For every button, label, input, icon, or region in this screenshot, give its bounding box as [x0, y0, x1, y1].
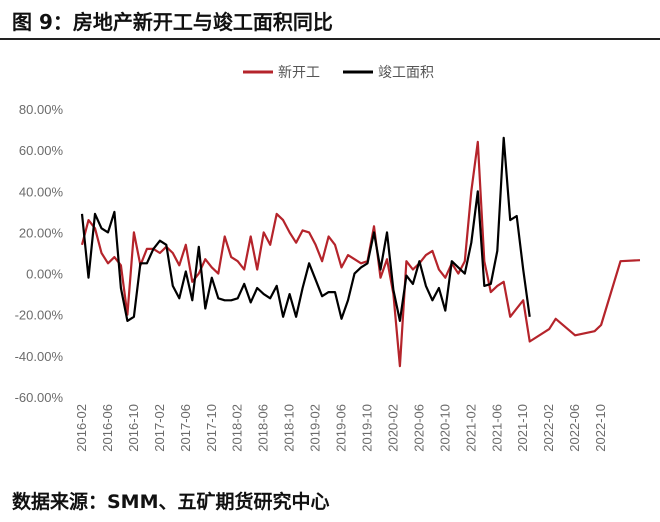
x-tick-label: 2022-06	[567, 404, 582, 452]
line-chart: 新开工 竣工面积 80.00% 60.00% 40.00% 20.00% 0.00% -20…	[15, 65, 641, 452]
plot-area	[80, 136, 641, 368]
x-tick-label: 2019-06	[334, 404, 349, 452]
x-tick-label: 2020-06	[411, 404, 426, 452]
x-tick-label: 2020-02	[385, 404, 400, 452]
y-tick-label: 80.00%	[19, 102, 64, 117]
figure-title: 图 9：房地产新开工与竣工面积同比	[12, 10, 333, 34]
x-tick-label: 2022-10	[593, 404, 608, 452]
x-tick-label: 2021-06	[489, 404, 504, 452]
x-axis: 2016-02 2016-06 2016-10 2017-02 2017-06 2017-…	[74, 404, 608, 452]
x-tick-label: 2016-06	[100, 404, 115, 452]
y-tick-label: 0.00%	[26, 267, 63, 282]
x-tick-label: 2021-10	[515, 404, 530, 452]
x-tick-label: 2019-10	[359, 404, 374, 452]
x-tick-label: 2016-02	[74, 404, 89, 452]
x-tick-label: 2022-02	[541, 404, 556, 452]
legend: 新开工 竣工面积	[243, 65, 434, 81]
series-line	[80, 140, 641, 368]
y-tick-label: 40.00%	[19, 184, 64, 199]
x-tick-label: 2021-02	[463, 404, 478, 452]
x-tick-label: 2020-10	[437, 404, 452, 452]
y-axis: 80.00% 60.00% 40.00% 20.00% 0.00% -20.00% -40.…	[15, 102, 64, 405]
y-tick-label: 60.00%	[19, 143, 64, 158]
x-tick-label: 2018-02	[230, 404, 245, 452]
source-note: 数据来源：SMM、五矿期货研究中心	[12, 491, 330, 513]
legend-label: 新开工	[278, 65, 320, 81]
y-tick-label: -40.00%	[15, 349, 64, 364]
x-tick-label: 2018-10	[282, 404, 297, 452]
y-tick-label: 20.00%	[19, 225, 64, 240]
x-tick-label: 2017-10	[204, 404, 219, 452]
legend-label: 竣工面积	[378, 65, 434, 81]
y-tick-label: -60.00%	[15, 390, 64, 405]
x-tick-label: 2017-06	[178, 404, 193, 452]
x-tick-label: 2018-06	[256, 404, 271, 452]
x-tick-label: 2017-02	[152, 404, 167, 452]
y-tick-label: -20.00%	[15, 308, 64, 323]
x-tick-label: 2016-10	[126, 404, 141, 452]
title-divider	[0, 38, 660, 40]
series-line	[80, 136, 531, 322]
x-tick-label: 2019-02	[308, 404, 323, 452]
